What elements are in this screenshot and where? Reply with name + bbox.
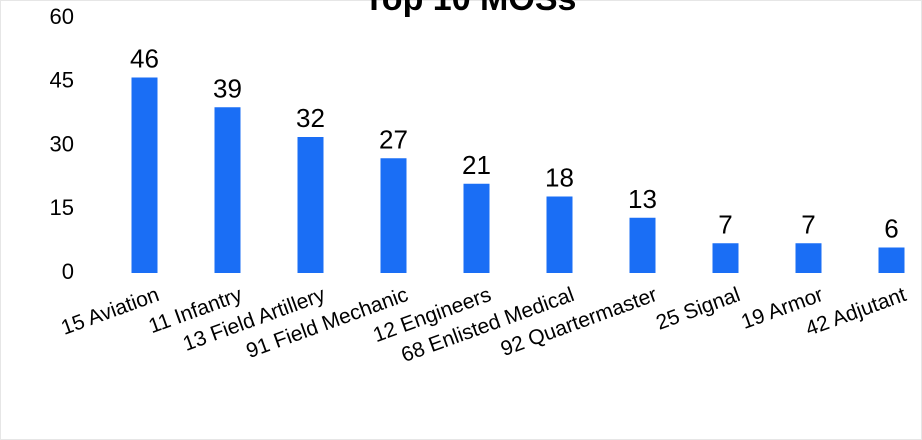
bar: [214, 107, 241, 273]
y-tick-label: 30: [50, 131, 74, 156]
data-label: 39: [213, 73, 242, 103]
data-label: 46: [130, 44, 159, 74]
bar: [546, 196, 573, 273]
data-label: 32: [296, 103, 325, 133]
data-label: 21: [462, 150, 491, 180]
y-tick-label: 15: [50, 195, 74, 220]
bar: [878, 247, 905, 273]
y-tick-label: 0: [62, 259, 74, 284]
data-label: 13: [628, 184, 657, 214]
bar: [463, 183, 490, 273]
data-label: 18: [545, 163, 574, 193]
bar: [629, 217, 656, 273]
y-tick-label: 60: [50, 4, 74, 29]
data-label: 6: [884, 214, 898, 244]
bar: [380, 158, 407, 273]
data-label: 7: [801, 209, 815, 239]
bar: [795, 243, 822, 273]
y-tick-label: 45: [50, 68, 74, 93]
data-label: 27: [379, 124, 408, 154]
bar: [297, 137, 324, 273]
data-label: 7: [718, 209, 732, 239]
bar: [131, 77, 158, 273]
chart-title: Top 10 MOSs: [364, 0, 577, 18]
bar: [712, 243, 739, 273]
